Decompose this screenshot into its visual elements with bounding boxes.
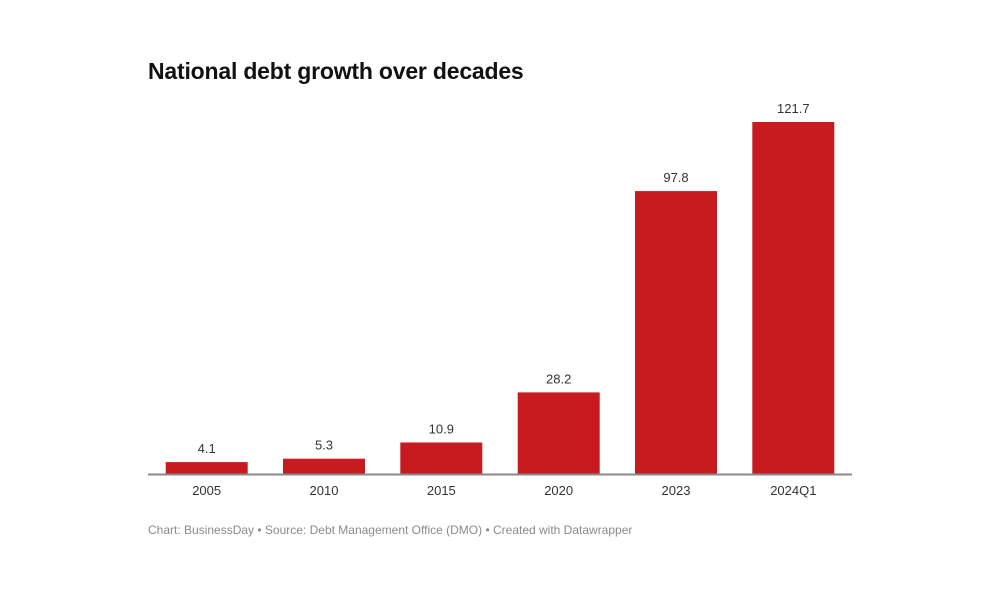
bar-2020 xyxy=(517,392,600,474)
bar-2023 xyxy=(635,191,717,474)
data-label: 5.3 xyxy=(315,438,333,453)
x-tick-label: 2024Q1 xyxy=(770,483,816,498)
chart-footer: Chart: BusinessDay • Source: Debt Manage… xyxy=(148,523,633,537)
x-tick-label: 2023 xyxy=(662,483,691,498)
bar-2010 xyxy=(283,458,365,474)
labels-group: 4.1 2005 5.3 2010 10.9 2015 28.2 2020 97.8 2023 12… xyxy=(192,101,816,498)
x-tick-label: 2020 xyxy=(544,483,573,498)
x-tick-label: 2015 xyxy=(427,483,456,498)
chart-title: National debt growth over decades xyxy=(148,58,524,84)
data-label: 97.8 xyxy=(663,170,688,185)
data-label: 28.2 xyxy=(546,371,571,386)
data-label: 121.7 xyxy=(777,101,810,116)
bar-2005 xyxy=(165,462,248,474)
bar-2015 xyxy=(400,442,483,474)
bar-2024Q1 xyxy=(752,122,835,474)
bars-group xyxy=(165,122,835,474)
x-tick-label: 2010 xyxy=(310,483,339,498)
data-label: 10.9 xyxy=(429,422,454,437)
data-label: 4.1 xyxy=(198,441,216,456)
x-tick-label: 2005 xyxy=(192,483,221,498)
